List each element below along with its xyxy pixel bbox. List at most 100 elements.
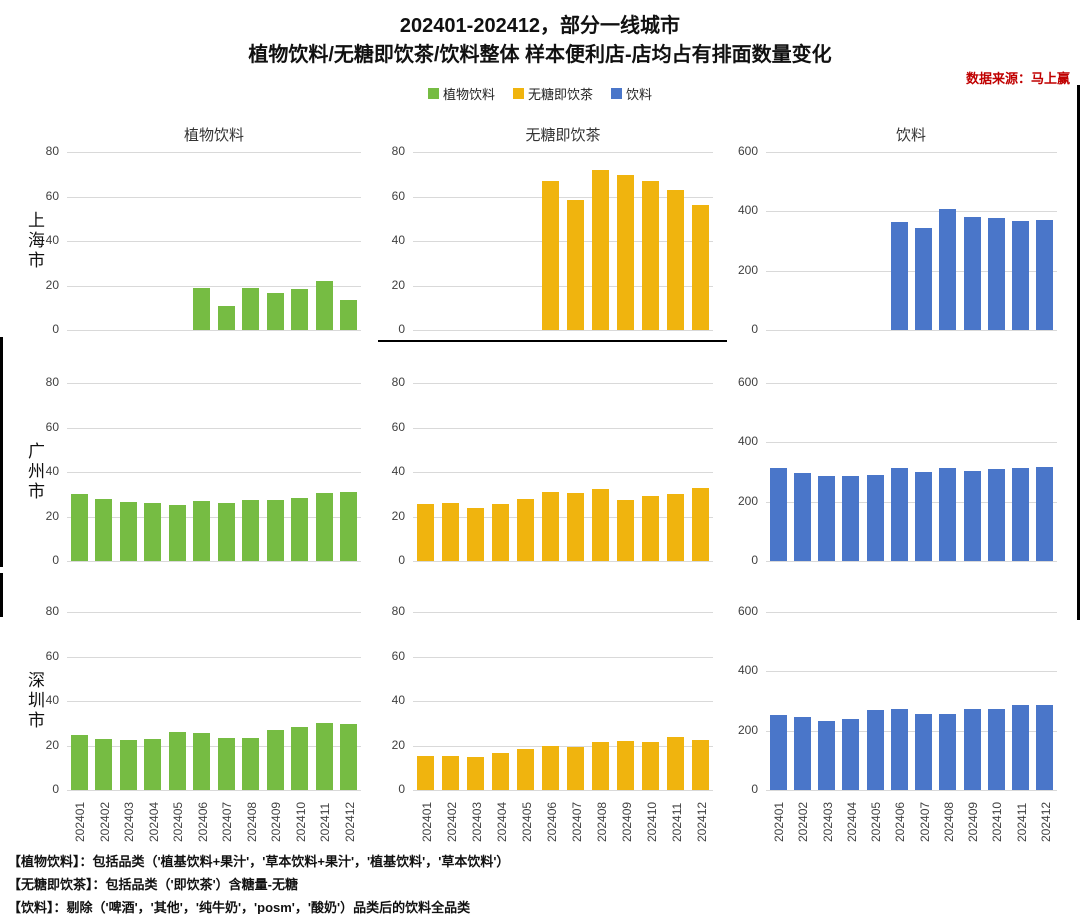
bar-深圳市-植物饮料-202411 [315,723,333,790]
bar-上海市-植物饮料-202407 [217,305,235,330]
footnote-beverage: 【饮料】：剔除（'啤酒'，'其他'，'纯牛奶'，'posm'，'酸奶'）品类后的… [8,900,471,914]
legend-label-plant-beverage: 植物饮料 [442,87,495,102]
gridline [67,330,361,331]
legend-item-sugar-free-tea: 无糖即饮茶 [512,84,593,103]
y-axis-tick-label: 0 [52,322,59,336]
gridline [67,612,361,613]
bar-上海市-植物饮料-202406 [193,287,211,330]
gridline [766,442,1057,444]
y-axis-tick-label: 20 [391,737,405,752]
bar-上海市-植物饮料-202412 [340,299,358,330]
x-axis-tick-label: 202406 [195,801,210,842]
bar-深圳市-饮料-202402 [793,717,811,790]
y-axis-tick-label: 600 [737,604,758,618]
gridline [413,152,713,153]
bar-广州市-饮料-202408 [939,468,957,561]
bar-深圳市-植物饮料-202403 [119,739,137,790]
bar-深圳市-植物饮料-202410 [291,726,309,790]
legend-swatch-green-icon [427,88,439,99]
column-title-sugar-free-tea: 无糖即饮茶 [525,127,601,144]
row-label-shenzhen: 深圳市 [25,671,44,731]
border-artifact-horizontal [378,340,727,342]
y-axis-tick-label: 0 [398,322,405,336]
footnote-sugar-free-tea: 【无糖即饮茶】：包括品类（'即饮茶'）含糖量-无糖 [8,877,299,892]
gridline [413,196,713,198]
y-axis-tick-label: 20 [45,277,59,292]
x-axis-tick-label: 202403 [469,801,484,842]
bar-深圳市-饮料-202401 [769,715,787,790]
gridline [413,427,713,429]
bar-上海市-植物饮料-202410 [291,288,309,330]
bar-深圳市-饮料-202408 [939,714,957,790]
y-axis-tick-label: 0 [751,553,758,567]
x-axis-tick-label: 202407 [569,801,584,842]
bar-广州市-植物饮料-202410 [291,497,309,561]
bar-上海市-植物饮料-202409 [266,293,284,330]
bar-广州市-无糖即饮茶-202402 [442,503,459,561]
bar-广州市-饮料-202412 [1036,467,1054,561]
y-axis-tick-label: 60 [391,188,405,203]
border-artifact-left-lower [0,573,3,617]
x-axis-tick-label: 202407 [220,801,235,842]
gridline [67,745,361,747]
report-title-line2: 植物饮料/无糖即饮茶/饮料整体 样本便利店-店均占有排面数量变化 [248,44,832,66]
gridline [413,561,713,562]
bar-深圳市-无糖即饮茶-202412 [692,739,709,790]
gridline [67,701,361,702]
gridline [766,270,1057,272]
gridline [413,612,713,613]
bar-深圳市-无糖即饮茶-202406 [542,745,559,790]
x-axis-tick-label: 202411 [1014,802,1029,842]
y-axis-tick-label: 60 [45,648,59,663]
column-title-plant-beverage: 植物饮料 [183,127,245,144]
bar-广州市-饮料-202403 [818,475,836,561]
gridline [67,196,361,198]
gridline [413,656,713,658]
gridline [766,790,1057,791]
y-axis-tick-label: 400 [737,203,758,218]
bar-广州市-饮料-202409 [963,470,981,561]
gridline [413,330,713,331]
x-axis-tick-label: 202410 [990,801,1005,842]
gridline [67,285,361,287]
bar-广州市-饮料-202407 [915,472,933,561]
bar-深圳市-无糖即饮茶-202410 [642,742,659,790]
x-axis-tick-label: 202406 [544,801,559,842]
gridline [766,561,1057,562]
row-label-guangzhou: 广州市 [25,442,44,502]
bar-深圳市-植物饮料-202406 [193,733,211,790]
x-axis-tick-label: 202411 [669,802,684,842]
x-axis-tick-label: 202408 [244,801,259,842]
gridline [766,383,1057,384]
y-axis-tick-label: 600 [737,144,758,158]
gridline [766,730,1057,732]
x-axis-tick-label: 202405 [869,801,884,842]
x-axis-tick-label: 202403 [122,801,137,842]
x-axis-tick-label: 202402 [97,801,112,842]
bar-广州市-植物饮料-202407 [217,503,235,561]
bar-上海市-饮料-202411 [1012,221,1030,330]
bar-深圳市-无糖即饮茶-202404 [492,753,509,790]
bar-广州市-无糖即饮茶-202412 [692,487,709,561]
bar-广州市-植物饮料-202412 [340,492,358,561]
x-axis-tick-label: 202404 [844,801,859,842]
bar-深圳市-无糖即饮茶-202401 [417,755,434,790]
border-artifact-right [1077,85,1080,620]
bar-广州市-无糖即饮茶-202409 [617,499,634,561]
bar-深圳市-植物饮料-202401 [70,735,88,790]
bar-上海市-饮料-202406 [890,221,908,330]
footnotes-block: 【植物饮料】：包括品类（'植基饮料+果汁'，'草本饮料+果汁'，'植基饮料'，'… [8,850,509,914]
bar-广州市-饮料-202406 [890,468,908,561]
x-axis-tick-label: 202412 [342,801,357,842]
bar-深圳市-无糖即饮茶-202402 [442,755,459,790]
row-label-shanghai: 上海市 [25,211,44,271]
bar-深圳市-无糖即饮茶-202403 [467,756,484,790]
bar-广州市-饮料-202404 [842,476,860,561]
y-axis-tick-label: 20 [45,737,59,752]
bar-广州市-无糖即饮茶-202410 [642,496,659,561]
bar-广州市-无糖即饮茶-202403 [467,507,484,561]
y-axis-tick-label: 40 [391,693,405,707]
y-axis-tick-label: 80 [45,375,59,389]
x-axis-tick-label: 202402 [796,801,811,842]
y-axis-tick-label: 200 [737,722,758,737]
